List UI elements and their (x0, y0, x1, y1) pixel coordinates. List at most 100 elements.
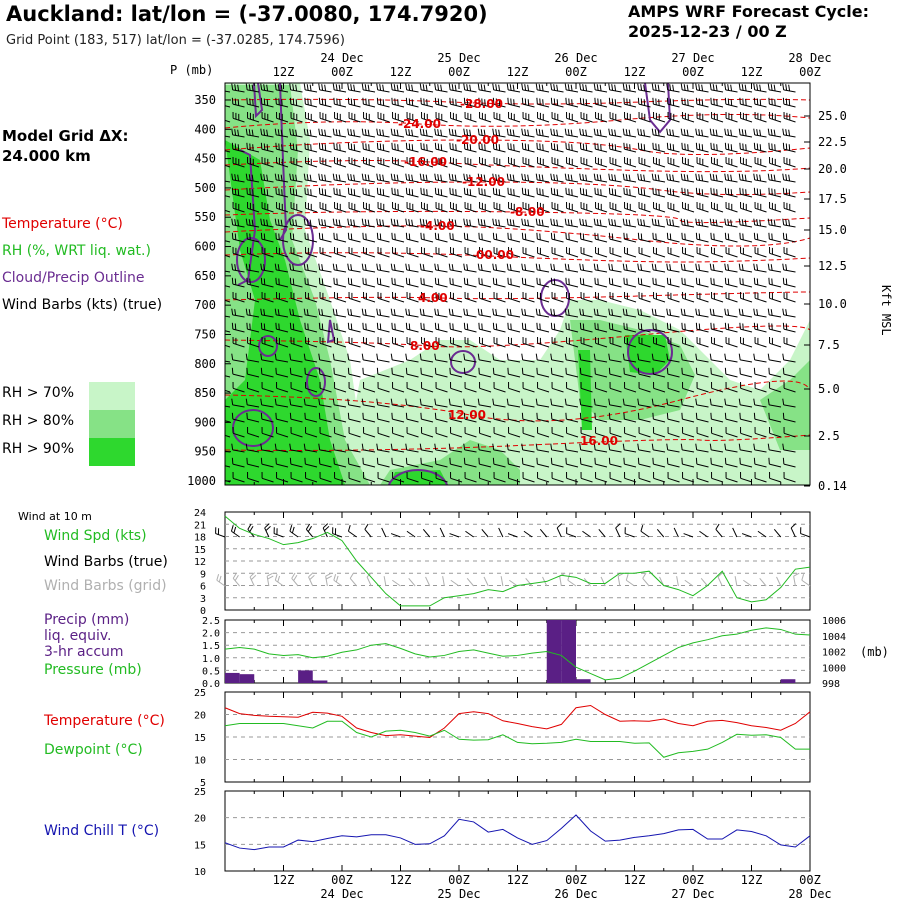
wind-barb-flag (527, 174, 530, 182)
precip-bar (561, 620, 576, 683)
wind-barb-flag (411, 174, 414, 182)
wind-barb (406, 342, 419, 348)
wind-barb (276, 314, 289, 318)
wind-barb (319, 238, 332, 243)
wind-barb (479, 238, 492, 243)
wind-barb-flag (524, 84, 527, 91)
top-time-label: 00Z (448, 65, 470, 79)
wind-barb-flag (509, 174, 512, 181)
wind-barb (653, 134, 666, 138)
wind-barb (450, 387, 463, 393)
isotherm-m8 (225, 210, 810, 224)
wind-barb (450, 373, 463, 378)
wind-barb-flag (666, 353, 669, 360)
wind-barb-flag (709, 263, 712, 270)
pressure-tick-label: 1004 (822, 632, 846, 643)
bottom-time-label: 12Z (624, 873, 646, 887)
pressure-tick-label: 450 (194, 152, 216, 166)
wind-barb-grid (232, 578, 241, 587)
wind-barb-flag (509, 219, 512, 226)
wind-barb (276, 373, 289, 378)
wind-barb (624, 89, 637, 93)
wind-barb (783, 328, 796, 333)
wind-barb-flag (738, 308, 741, 315)
wind-barb-flag (535, 263, 538, 270)
wind-barb (638, 404, 651, 408)
wind-barb-flag (292, 84, 295, 91)
wind-barb (464, 328, 477, 333)
wind-barb (682, 373, 695, 378)
wind-barb (493, 404, 506, 408)
wind-barb (638, 207, 651, 213)
wind-barb (421, 404, 434, 408)
wind-barb-flag (637, 398, 640, 405)
wind-barb-flag (434, 218, 437, 225)
wind-barb-flag (466, 309, 469, 316)
wind-barb (450, 297, 463, 303)
wind-barb-true (406, 530, 416, 538)
wind-barb (725, 373, 738, 378)
wind-barb-flag (448, 398, 451, 405)
wind-barb-flag (672, 219, 675, 227)
wind-barb (261, 252, 274, 258)
wind-barb (377, 373, 390, 378)
wind-barb (493, 342, 506, 348)
wind-barb-flag (582, 219, 585, 226)
wind-barb-flag (318, 218, 321, 225)
wind-barb-flag (353, 84, 356, 92)
wind-barb-flag (509, 129, 512, 136)
wind-barb-flag (738, 83, 741, 90)
kft-axis-title: Kft MSL (879, 285, 893, 336)
wind-barb (435, 297, 448, 303)
wind-barb-flag (309, 84, 312, 92)
wind-barb (624, 297, 637, 303)
wind-barb (232, 359, 245, 363)
wind-barb (609, 387, 622, 393)
wind-barb-flag (217, 129, 218, 135)
wind-barb-grid-flag (625, 574, 629, 581)
isotherm-label: -20.00 (456, 133, 499, 147)
wind-barb-flag (564, 218, 567, 225)
wind-barb (595, 162, 608, 168)
wind-barb-flag (437, 264, 440, 271)
wind-barb-flag (492, 173, 495, 180)
wind-barb (247, 314, 260, 318)
wind-barb-flag (335, 174, 338, 181)
wind-barb-grid (349, 578, 358, 587)
wind-barb (754, 117, 767, 123)
wind-barb-flag (332, 83, 335, 90)
wind-barb (682, 89, 695, 93)
wind-barb-flag (637, 443, 640, 450)
wind-barb-flag (361, 443, 364, 450)
wind-barbs-true-row (215, 523, 811, 538)
wind-barb-flag (553, 174, 556, 181)
wind-barb (711, 89, 724, 93)
wind-barb-flag (753, 218, 756, 225)
wind-barb (754, 179, 767, 183)
wind-barb (348, 342, 361, 348)
wind-barb-flag (477, 128, 480, 135)
wind-barb (682, 117, 695, 123)
wind-barb (740, 432, 753, 438)
wind-barb-flag (625, 84, 628, 91)
wind-barb (225, 299, 231, 303)
wind-barb-true (381, 527, 387, 538)
wind-barb (334, 449, 347, 453)
wind-barb (435, 418, 448, 423)
wind-barb (464, 238, 477, 243)
wind-barb-flag (309, 129, 312, 137)
wind-barb-flag (419, 353, 422, 360)
wind-barb (551, 252, 564, 258)
wind-barb-flag (419, 443, 422, 450)
wind-barb-flag (767, 83, 770, 90)
wind-barb-flag (405, 263, 408, 270)
wind-barb-flag (361, 83, 364, 90)
wind-barb (696, 404, 709, 408)
wind-barb (653, 449, 666, 453)
wind-barb (551, 117, 564, 123)
wind-barb (406, 283, 419, 288)
wind-barb-flag (245, 353, 248, 360)
bottom-time-label: 00Z (565, 873, 587, 887)
wind-barb (551, 432, 564, 438)
wind-barb-flag (622, 398, 625, 405)
